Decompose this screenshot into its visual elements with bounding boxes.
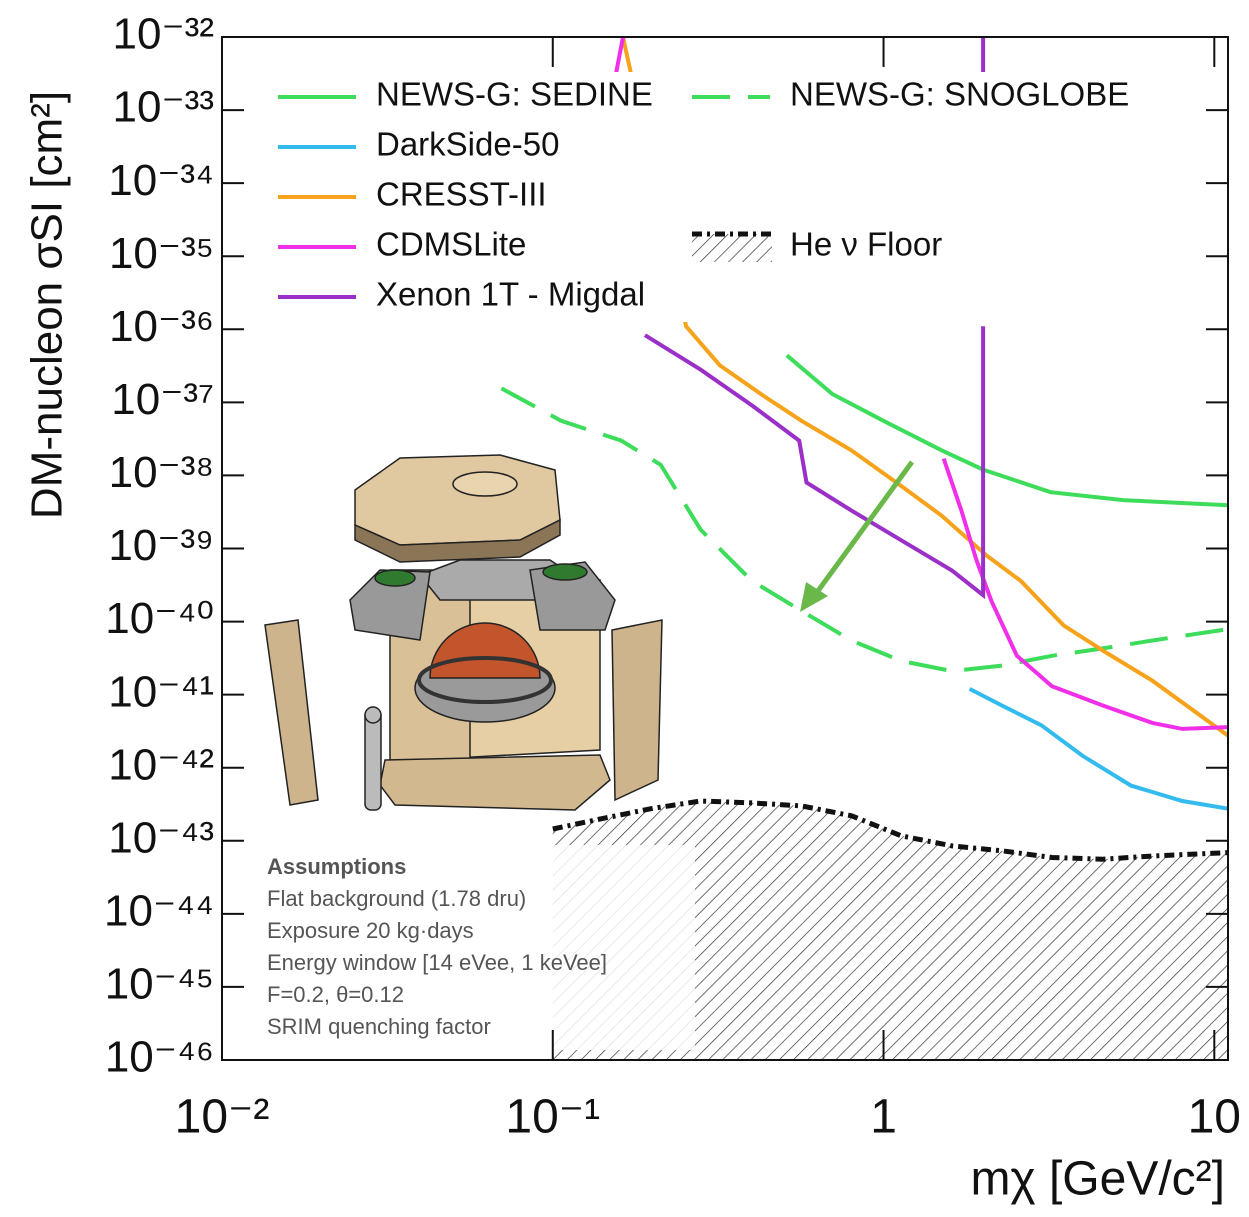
y-tick-label: 10⁻³⁸ xyxy=(109,448,214,497)
y-tick-label: 10⁻³⁹ xyxy=(108,521,214,570)
legend-label: Xenon 1T - Migdal xyxy=(376,276,645,313)
lines-layer xyxy=(500,37,1228,862)
x-axis-title: mχ [GeV/c²] xyxy=(970,1153,1225,1206)
assumptions: Assumptions Flat background (1.78 dru) E… xyxy=(255,845,695,1050)
assumptions-title: Assumptions xyxy=(267,854,406,879)
series-line xyxy=(613,37,1228,731)
assumption-line: SRIM quenching factor xyxy=(267,1014,491,1039)
legend-label: CRESST-III xyxy=(376,176,547,213)
series-line xyxy=(552,798,1228,862)
x-tick-label: 10 xyxy=(1188,1091,1241,1144)
assumption-line: Flat background (1.78 dru) xyxy=(267,886,526,911)
y-tick-label: 10⁻⁴³ xyxy=(108,813,214,862)
series-line xyxy=(968,687,1228,811)
series-line xyxy=(500,386,1228,674)
x-tick-label: 10⁻² xyxy=(175,1091,270,1144)
legend-box xyxy=(262,72,1192,322)
legend-label: CDMSLite xyxy=(376,226,526,263)
y-tick-label: 10⁻³⁷ xyxy=(111,375,214,424)
floor-layer xyxy=(552,801,1228,1060)
legend-label: NEWS-G: SEDINE xyxy=(376,76,653,113)
y-tick-label: 10⁻⁴⁶ xyxy=(105,1033,214,1082)
series-line xyxy=(643,37,986,600)
assumption-line: Exposure 20 kg·days xyxy=(267,918,474,943)
y-axis-title: DM-nucleon σSI [cm²] xyxy=(23,91,72,519)
floor-area xyxy=(552,801,1228,1060)
legend-label: He ν Floor xyxy=(790,226,942,263)
y-tick-label: 10⁻⁴⁵ xyxy=(105,960,214,1009)
detector-illustration xyxy=(264,454,663,811)
legend-label: NEWS-G: SNOGLOBE xyxy=(790,76,1129,113)
series-line xyxy=(621,37,1228,738)
y-tick-label: 10⁻⁴⁰ xyxy=(105,594,214,643)
legend-swatch xyxy=(692,234,772,262)
y-tick-label: 10⁻³⁵ xyxy=(109,229,214,278)
arrow xyxy=(800,460,915,612)
assumption-line: F=0.2, θ=0.12 xyxy=(267,982,404,1007)
y-tick-label: 10⁻⁴¹ xyxy=(108,667,214,716)
x-tick-label: 1 xyxy=(870,1091,897,1144)
y-tick-label: 10⁻⁴⁴ xyxy=(104,886,214,935)
y-tick-label: 10⁻³² xyxy=(113,10,214,59)
y-tick-label: 10⁻³³ xyxy=(113,83,214,132)
y-tick-label: 10⁻³⁶ xyxy=(109,302,214,351)
series-line xyxy=(785,353,1228,508)
legend-label: DarkSide-50 xyxy=(376,126,559,163)
y-tick-label: 10⁻³⁴ xyxy=(108,156,214,205)
x-tick-label: 10⁻¹ xyxy=(505,1091,600,1144)
assumption-line: Energy window [14 eVee, 1 keVee] xyxy=(267,950,607,975)
y-tick-label: 10⁻⁴² xyxy=(108,740,214,789)
